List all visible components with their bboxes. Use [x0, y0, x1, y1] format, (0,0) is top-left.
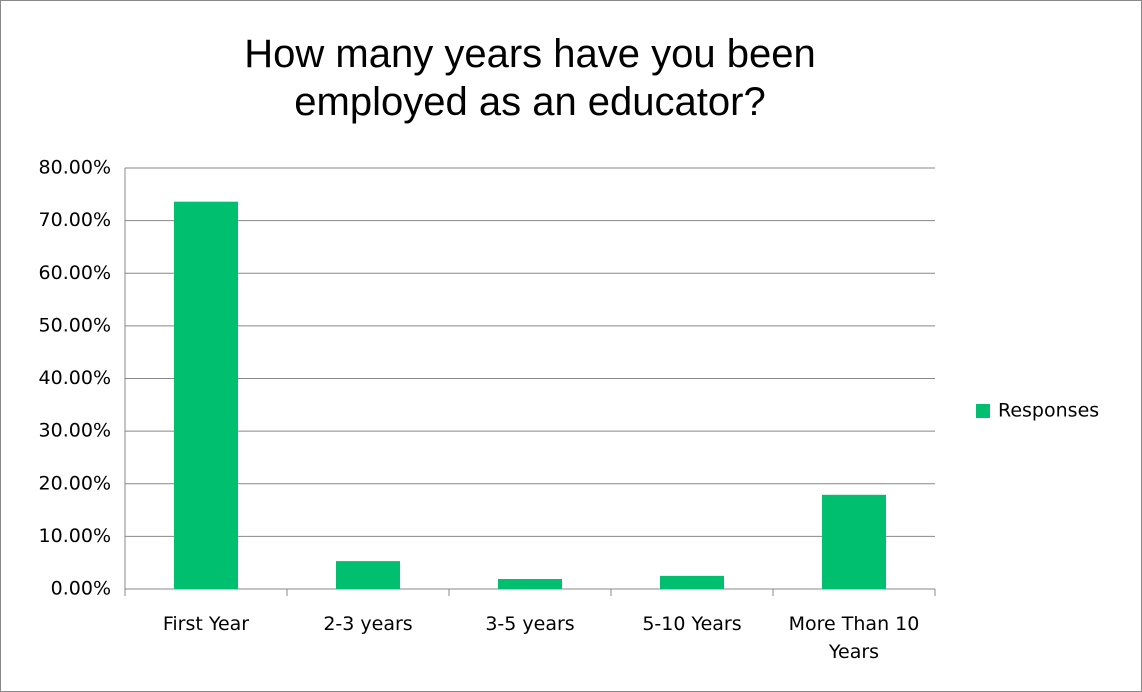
y-tick-label: 40.00% — [39, 367, 111, 389]
y-tick-label: 50.00% — [39, 314, 111, 336]
legend-swatch — [976, 404, 990, 418]
legend-label: Responses — [998, 400, 1099, 422]
y-tick-label: 80.00% — [39, 157, 111, 179]
bar — [336, 561, 400, 589]
bar — [822, 494, 886, 589]
x-tick-label: 2-3 years — [323, 613, 413, 635]
y-tick-label: 10.00% — [39, 525, 111, 547]
y-tick-label: 60.00% — [39, 262, 111, 284]
y-tick-label: 30.00% — [39, 420, 111, 442]
y-tick-label: 20.00% — [39, 472, 111, 494]
bar — [498, 579, 562, 589]
y-tick-label: 70.00% — [39, 209, 111, 231]
x-tick-label: More Than 10 Years — [788, 613, 920, 663]
x-tick-label: First Year — [162, 613, 250, 635]
bar — [174, 201, 238, 589]
chart-title: How many years have you been employed as… — [244, 32, 816, 124]
x-tick-label: 5-10 Years — [642, 613, 742, 635]
x-tick-label: 3-5 years — [485, 613, 575, 635]
y-tick-label: 0.00% — [51, 578, 111, 600]
bar — [660, 575, 724, 589]
